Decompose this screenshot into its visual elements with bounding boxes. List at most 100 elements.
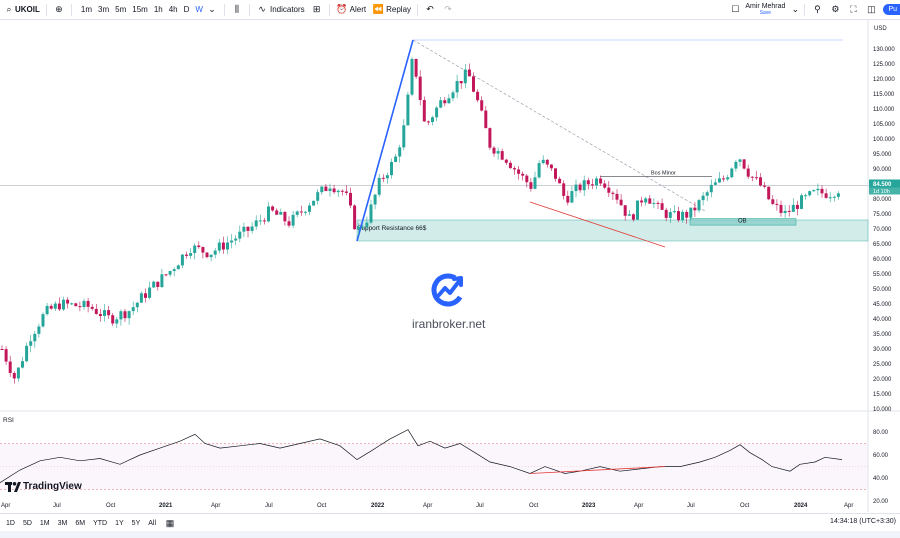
candle[interactable] [431,117,434,123]
candle[interactable] [435,107,439,118]
candle[interactable] [254,220,258,227]
timeframe-5m[interactable]: 5m [115,5,127,14]
candle[interactable] [53,303,57,309]
candle[interactable] [41,314,45,327]
candle[interactable] [312,200,316,206]
candle[interactable] [291,214,295,226]
camera-icon[interactable]: ◫ [867,4,876,14]
candle[interactable] [127,311,131,319]
candle[interactable] [185,254,188,256]
range-6m[interactable]: 6M [75,519,86,527]
candle[interactable] [107,310,111,316]
candle[interactable] [29,341,33,346]
candle[interactable] [476,91,480,101]
candle[interactable] [303,211,307,213]
candle[interactable] [554,168,557,179]
candle[interactable] [763,185,767,187]
timeframe-w[interactable]: W [195,5,203,14]
candle[interactable] [820,188,824,194]
chart-area[interactable]: USD 130.000 125.000 120.000 115.000 110.000 10… [0,20,900,512]
candle[interactable] [767,186,771,200]
candle[interactable] [795,204,799,209]
candle[interactable] [426,121,430,123]
candle[interactable] [119,311,123,320]
symbol-search[interactable]: ⌕ UKOIL [0,0,43,19]
calendar-icon[interactable]: ▦ [165,517,175,528]
settings-icon[interactable]: ⚙ [831,4,840,14]
candle[interactable] [45,305,49,315]
divergence-line-price[interactable] [529,201,666,248]
candle[interactable] [176,265,180,270]
ob-zone[interactable] [689,218,797,226]
candle[interactable] [8,361,12,373]
candle[interactable] [656,202,660,204]
candle[interactable] [595,178,598,186]
candle[interactable] [480,100,484,111]
candle[interactable] [144,293,147,298]
candle[interactable] [685,211,689,218]
candle[interactable] [12,372,16,379]
compare-button[interactable]: ⊕ [50,0,68,19]
range-1m[interactable]: 1M [39,519,50,527]
candle[interactable] [586,180,590,185]
divergence-line-rsi[interactable] [529,466,666,474]
candle[interactable] [4,349,8,362]
candle[interactable] [271,206,275,211]
candle[interactable] [262,220,266,222]
candle[interactable] [627,214,631,216]
candle[interactable] [631,214,635,220]
candle[interactable] [402,125,406,148]
candle[interactable] [697,200,701,211]
candle[interactable] [349,192,352,206]
candle[interactable] [558,178,562,184]
timeframe-15m[interactable]: 15m [132,5,148,14]
candle[interactable] [566,195,570,203]
candle[interactable] [529,182,533,189]
candle[interactable] [472,76,475,92]
candle[interactable] [57,303,61,310]
candle[interactable] [295,211,299,215]
candle[interactable] [787,210,791,212]
candle[interactable] [316,192,320,201]
candle[interactable] [156,281,160,287]
candle[interactable] [123,311,127,319]
candle[interactable] [447,98,451,104]
candle[interactable] [513,168,516,170]
candle[interactable] [660,203,664,210]
candle[interactable] [131,307,135,312]
fullscreen-icon[interactable]: ⛶ [850,4,857,14]
candle[interactable] [209,254,213,258]
candle[interactable] [287,221,291,226]
timeframe-d[interactable]: D [183,5,190,14]
candle[interactable] [148,287,152,298]
dashed-trendline[interactable] [412,39,706,212]
candle[interactable] [816,188,820,191]
candle[interactable] [521,173,525,176]
candle[interactable] [582,180,586,191]
candle[interactable] [500,151,504,160]
chevron-down-icon[interactable]: ⌄ [791,4,800,14]
candle[interactable] [599,178,603,184]
candle[interactable] [21,361,24,368]
candle[interactable] [508,162,512,169]
candle[interactable] [172,269,176,272]
candle[interactable] [74,303,78,307]
candle[interactable] [283,211,287,222]
candle[interactable] [98,313,102,316]
candle[interactable] [369,204,373,223]
replay-button[interactable]: ⏪ Replay [369,0,414,19]
candle[interactable] [603,183,607,188]
candle[interactable] [139,293,143,303]
candle[interactable] [226,242,229,250]
candle[interactable] [824,193,828,198]
candle[interactable] [111,315,115,324]
candle[interactable] [344,191,348,193]
candle[interactable] [66,299,70,304]
candle[interactable] [152,281,156,288]
candle[interactable] [496,151,500,154]
range-ytd[interactable]: YTD [93,519,108,527]
candle[interactable] [381,177,385,179]
candle[interactable] [619,199,623,206]
quick-search-icon[interactable]: ⚲ [814,4,821,14]
candle[interactable] [537,163,541,178]
